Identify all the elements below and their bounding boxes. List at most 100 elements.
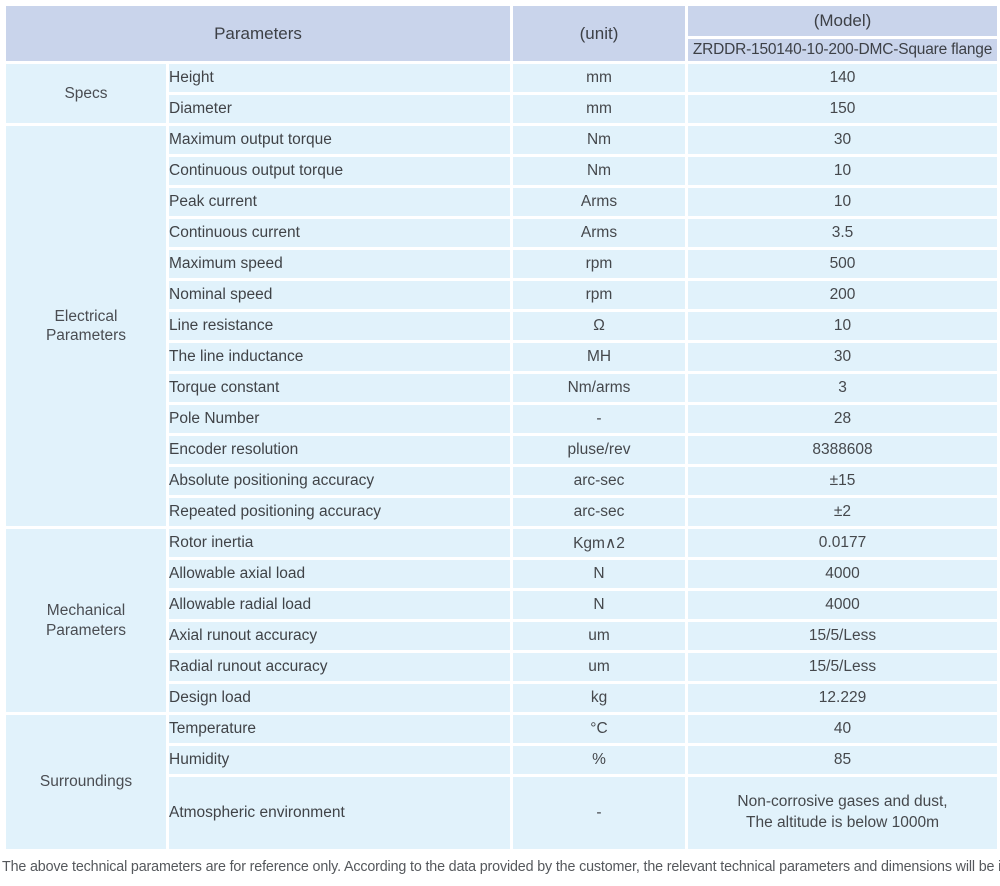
- table-row: Humidity% 85: [5, 743, 1000, 777]
- parameter-cell: The line inductance: [166, 340, 513, 374]
- unit-cell: pluse/rev: [510, 433, 688, 467]
- unit-cell: %: [510, 743, 688, 777]
- value-cell: Non-corrosive gases and dust, The altitu…: [685, 774, 1000, 852]
- table-row: Encoder resolution pluse/rev 8388608: [5, 433, 1000, 467]
- header-model-cell: (Model): [685, 3, 1000, 39]
- parameter-cell: Absolute positioning accuracy: [166, 464, 513, 498]
- table-row: The line inductance MH 30: [5, 340, 1000, 374]
- parameter-cell: Pole Number: [166, 402, 513, 436]
- unit-cell: Arms: [510, 216, 688, 250]
- table-row: Nominal speed rpm 200: [5, 278, 1000, 312]
- parameter-cell: Repeated positioning accuracy: [166, 495, 513, 529]
- parameter-cell: Maximum output torque: [166, 123, 513, 157]
- table-row: Maximum speed rpm 500: [5, 247, 1000, 281]
- table-row: Axial runout accuracy um 15/5/Less: [5, 619, 1000, 653]
- parameter-cell: Torque constant: [166, 371, 513, 405]
- parameter-cell: Peak current: [166, 185, 513, 219]
- unit-cell: kg: [510, 681, 688, 715]
- table-row: Allowable axial load N 4000: [5, 557, 1000, 591]
- unit-cell: mm: [510, 92, 688, 126]
- parameter-cell: Axial runout accuracy: [166, 619, 513, 653]
- table-row: Pole Number -28: [5, 402, 1000, 436]
- value-cell: 140: [685, 61, 1000, 95]
- table-row: Diameter mm 150: [5, 92, 1000, 126]
- value-cell: 10: [685, 309, 1000, 343]
- parameter-cell: Radial runout accuracy: [166, 650, 513, 684]
- value-cell: ±2: [685, 495, 1000, 529]
- table-row: Surroundings Temperature °C 40: [3, 712, 1000, 852]
- unit-cell: mm: [510, 61, 688, 95]
- group-label-cell: Surroundings: [3, 712, 169, 852]
- value-cell: 30: [685, 340, 1000, 374]
- unit-cell: Ω: [510, 309, 688, 343]
- page: { "table": { "header": { "parameters_lab…: [0, 3, 1000, 886]
- unit-cell: Nm/arms: [510, 371, 688, 405]
- parameter-cell: Nominal speed: [166, 278, 513, 312]
- header-parameters-cell: Parameters: [3, 3, 513, 64]
- unit-cell: N: [510, 557, 688, 591]
- header-unit-cell: (unit): [510, 3, 688, 64]
- unit-cell: arc-sec: [510, 495, 688, 529]
- group-label-cell: Specs: [3, 61, 169, 126]
- table-row: Electrical Parameters Maximum output torq…: [3, 123, 1000, 529]
- table-row: Line resistance Ω 10: [5, 309, 1000, 343]
- unit-cell: um: [510, 650, 688, 684]
- unit-cell: um: [510, 619, 688, 653]
- table-row: Specs Height mm 140: [3, 61, 1000, 126]
- unit-cell: -: [510, 774, 688, 852]
- group-label-cell: Electrical Parameters: [3, 123, 169, 529]
- value-cell: 28: [685, 402, 1000, 436]
- value-cell: 500: [685, 247, 1000, 281]
- value-cell: ±15: [685, 464, 1000, 498]
- value-cell: 15/5/Less: [685, 650, 1000, 684]
- footer-note: The above technical parameters are for r…: [2, 859, 1000, 875]
- spec-table: Parameters (unit) (Model) ZRDDR-150140-1…: [3, 3, 1000, 852]
- table-row: Absolute positioning accuracy arc-sec ±15: [5, 464, 1000, 498]
- value-cell: 0.0177: [685, 526, 1000, 560]
- parameter-cell: Temperature: [166, 712, 513, 746]
- parameter-cell: Allowable axial load: [166, 557, 513, 591]
- unit-cell: Nm: [510, 123, 688, 157]
- parameter-cell: Diameter: [166, 92, 513, 126]
- header-row-2: ZRDDR-150140-10-200-DMC-Square flange: [5, 36, 1000, 64]
- value-cell: 12.229: [685, 681, 1000, 715]
- table-row: Design load kg 12.229: [5, 681, 1000, 715]
- parameter-cell: Maximum speed: [166, 247, 513, 281]
- table-row: Torque constant Nm/arms 3: [5, 371, 1000, 405]
- value-cell: 30: [685, 123, 1000, 157]
- table-row: Mechanical Parameters Rotor inertia Kgm∧2 0…: [3, 526, 1000, 715]
- unit-cell: N: [510, 588, 688, 622]
- table-body: Specs Height mm 140 Diameter mm 150 Electrical …: [3, 61, 1000, 852]
- table-row: Radial runout accuracy um 15/5/Less: [5, 650, 1000, 684]
- value-cell: 4000: [685, 588, 1000, 622]
- table-row: Peak current Arms 10: [5, 185, 1000, 219]
- table-row: Allowable radial load N 4000: [5, 588, 1000, 622]
- value-cell: 10: [685, 154, 1000, 188]
- unit-cell: Arms: [510, 185, 688, 219]
- unit-cell: Kgm∧2: [510, 526, 688, 560]
- table-row: Atmospheric environment - Non-corrosive ga…: [5, 774, 1000, 852]
- value-cell: 3: [685, 371, 1000, 405]
- value-cell: 200: [685, 278, 1000, 312]
- parameter-cell: Continuous current: [166, 216, 513, 250]
- parameter-cell: Height: [166, 61, 513, 95]
- unit-cell: rpm: [510, 247, 688, 281]
- unit-cell: rpm: [510, 278, 688, 312]
- unit-cell: °C: [510, 712, 688, 746]
- parameter-cell: Humidity: [166, 743, 513, 777]
- value-cell: 8388608: [685, 433, 1000, 467]
- table-header: Parameters (unit) (Model) ZRDDR-150140-1…: [3, 3, 1000, 64]
- table-row: Repeated positioning accuracy arc-sec ±2: [5, 495, 1000, 529]
- value-cell: 150: [685, 92, 1000, 126]
- unit-cell: -: [510, 402, 688, 436]
- table-row: Continuous current Arms 3.5: [5, 216, 1000, 250]
- value-cell: 85: [685, 743, 1000, 777]
- group-label-cell: Mechanical Parameters: [3, 526, 169, 715]
- unit-cell: MH: [510, 340, 688, 374]
- parameter-cell: Rotor inertia: [166, 526, 513, 560]
- parameter-cell: Line resistance: [166, 309, 513, 343]
- header-model-value-cell: ZRDDR-150140-10-200-DMC-Square flange: [685, 36, 1000, 64]
- parameter-cell: Atmospheric environment: [166, 774, 513, 852]
- parameter-cell: Continuous output torque: [166, 154, 513, 188]
- unit-cell: Nm: [510, 154, 688, 188]
